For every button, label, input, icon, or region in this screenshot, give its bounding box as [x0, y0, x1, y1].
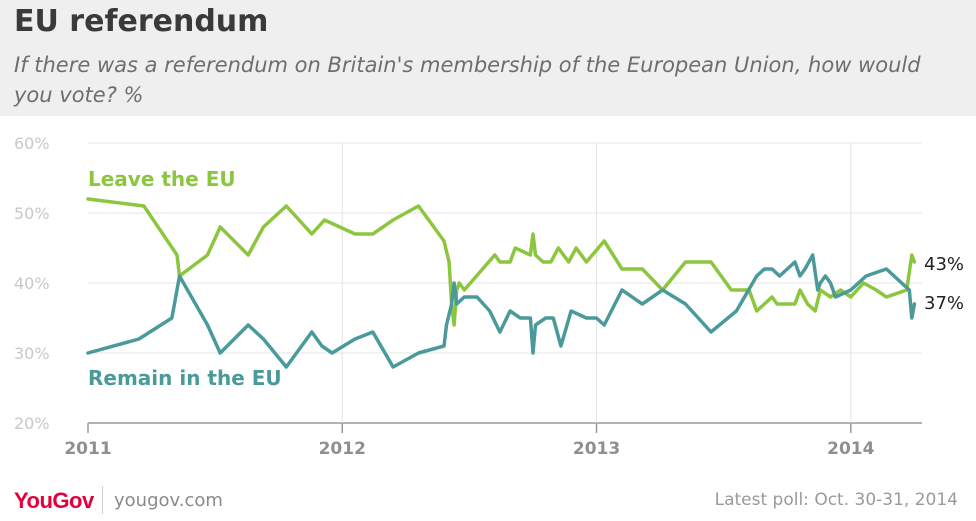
yougov-logo: YouGov [14, 488, 94, 513]
end-value-label-leave: 43% [924, 254, 964, 275]
y-tick-label: 20% [14, 414, 50, 433]
grid-layer [87, 142, 922, 433]
footer-url[interactable]: yougov.com [114, 490, 223, 511]
series-labels: Leave the EU Remain in the EU 43% 37% [88, 167, 964, 390]
series-line-remain [86, 253, 917, 369]
footer-divider [102, 486, 103, 514]
y-tick-label: 50% [14, 204, 50, 223]
tick-labels: 20% 30% 40% 50% 60% 2011 2012 2013 2014 [14, 134, 875, 459]
x-tick-label: 2013 [573, 439, 620, 459]
chart-header: EU referendum If there was a referendum … [0, 0, 976, 116]
x-tick-label: 2012 [319, 439, 366, 459]
series-name-remain: Remain in the EU [88, 366, 282, 390]
series-line-leave [86, 197, 917, 327]
latest-poll-note: Latest poll: Oct. 30-31, 2014 [714, 490, 958, 510]
chart-subtitle: If there was a referendum on Britain's m… [14, 53, 921, 107]
chart-title: EU referendum [14, 4, 269, 39]
end-value-label-remain: 37% [924, 293, 964, 314]
series-name-leave: Leave the EU [88, 167, 236, 191]
y-tick-label: 30% [14, 344, 50, 363]
y-tick-label: 60% [14, 134, 50, 153]
series-layer [86, 197, 917, 369]
y-tick-label: 40% [14, 274, 50, 293]
x-tick-label: 2011 [64, 439, 111, 459]
x-tick-label: 2014 [827, 439, 874, 459]
